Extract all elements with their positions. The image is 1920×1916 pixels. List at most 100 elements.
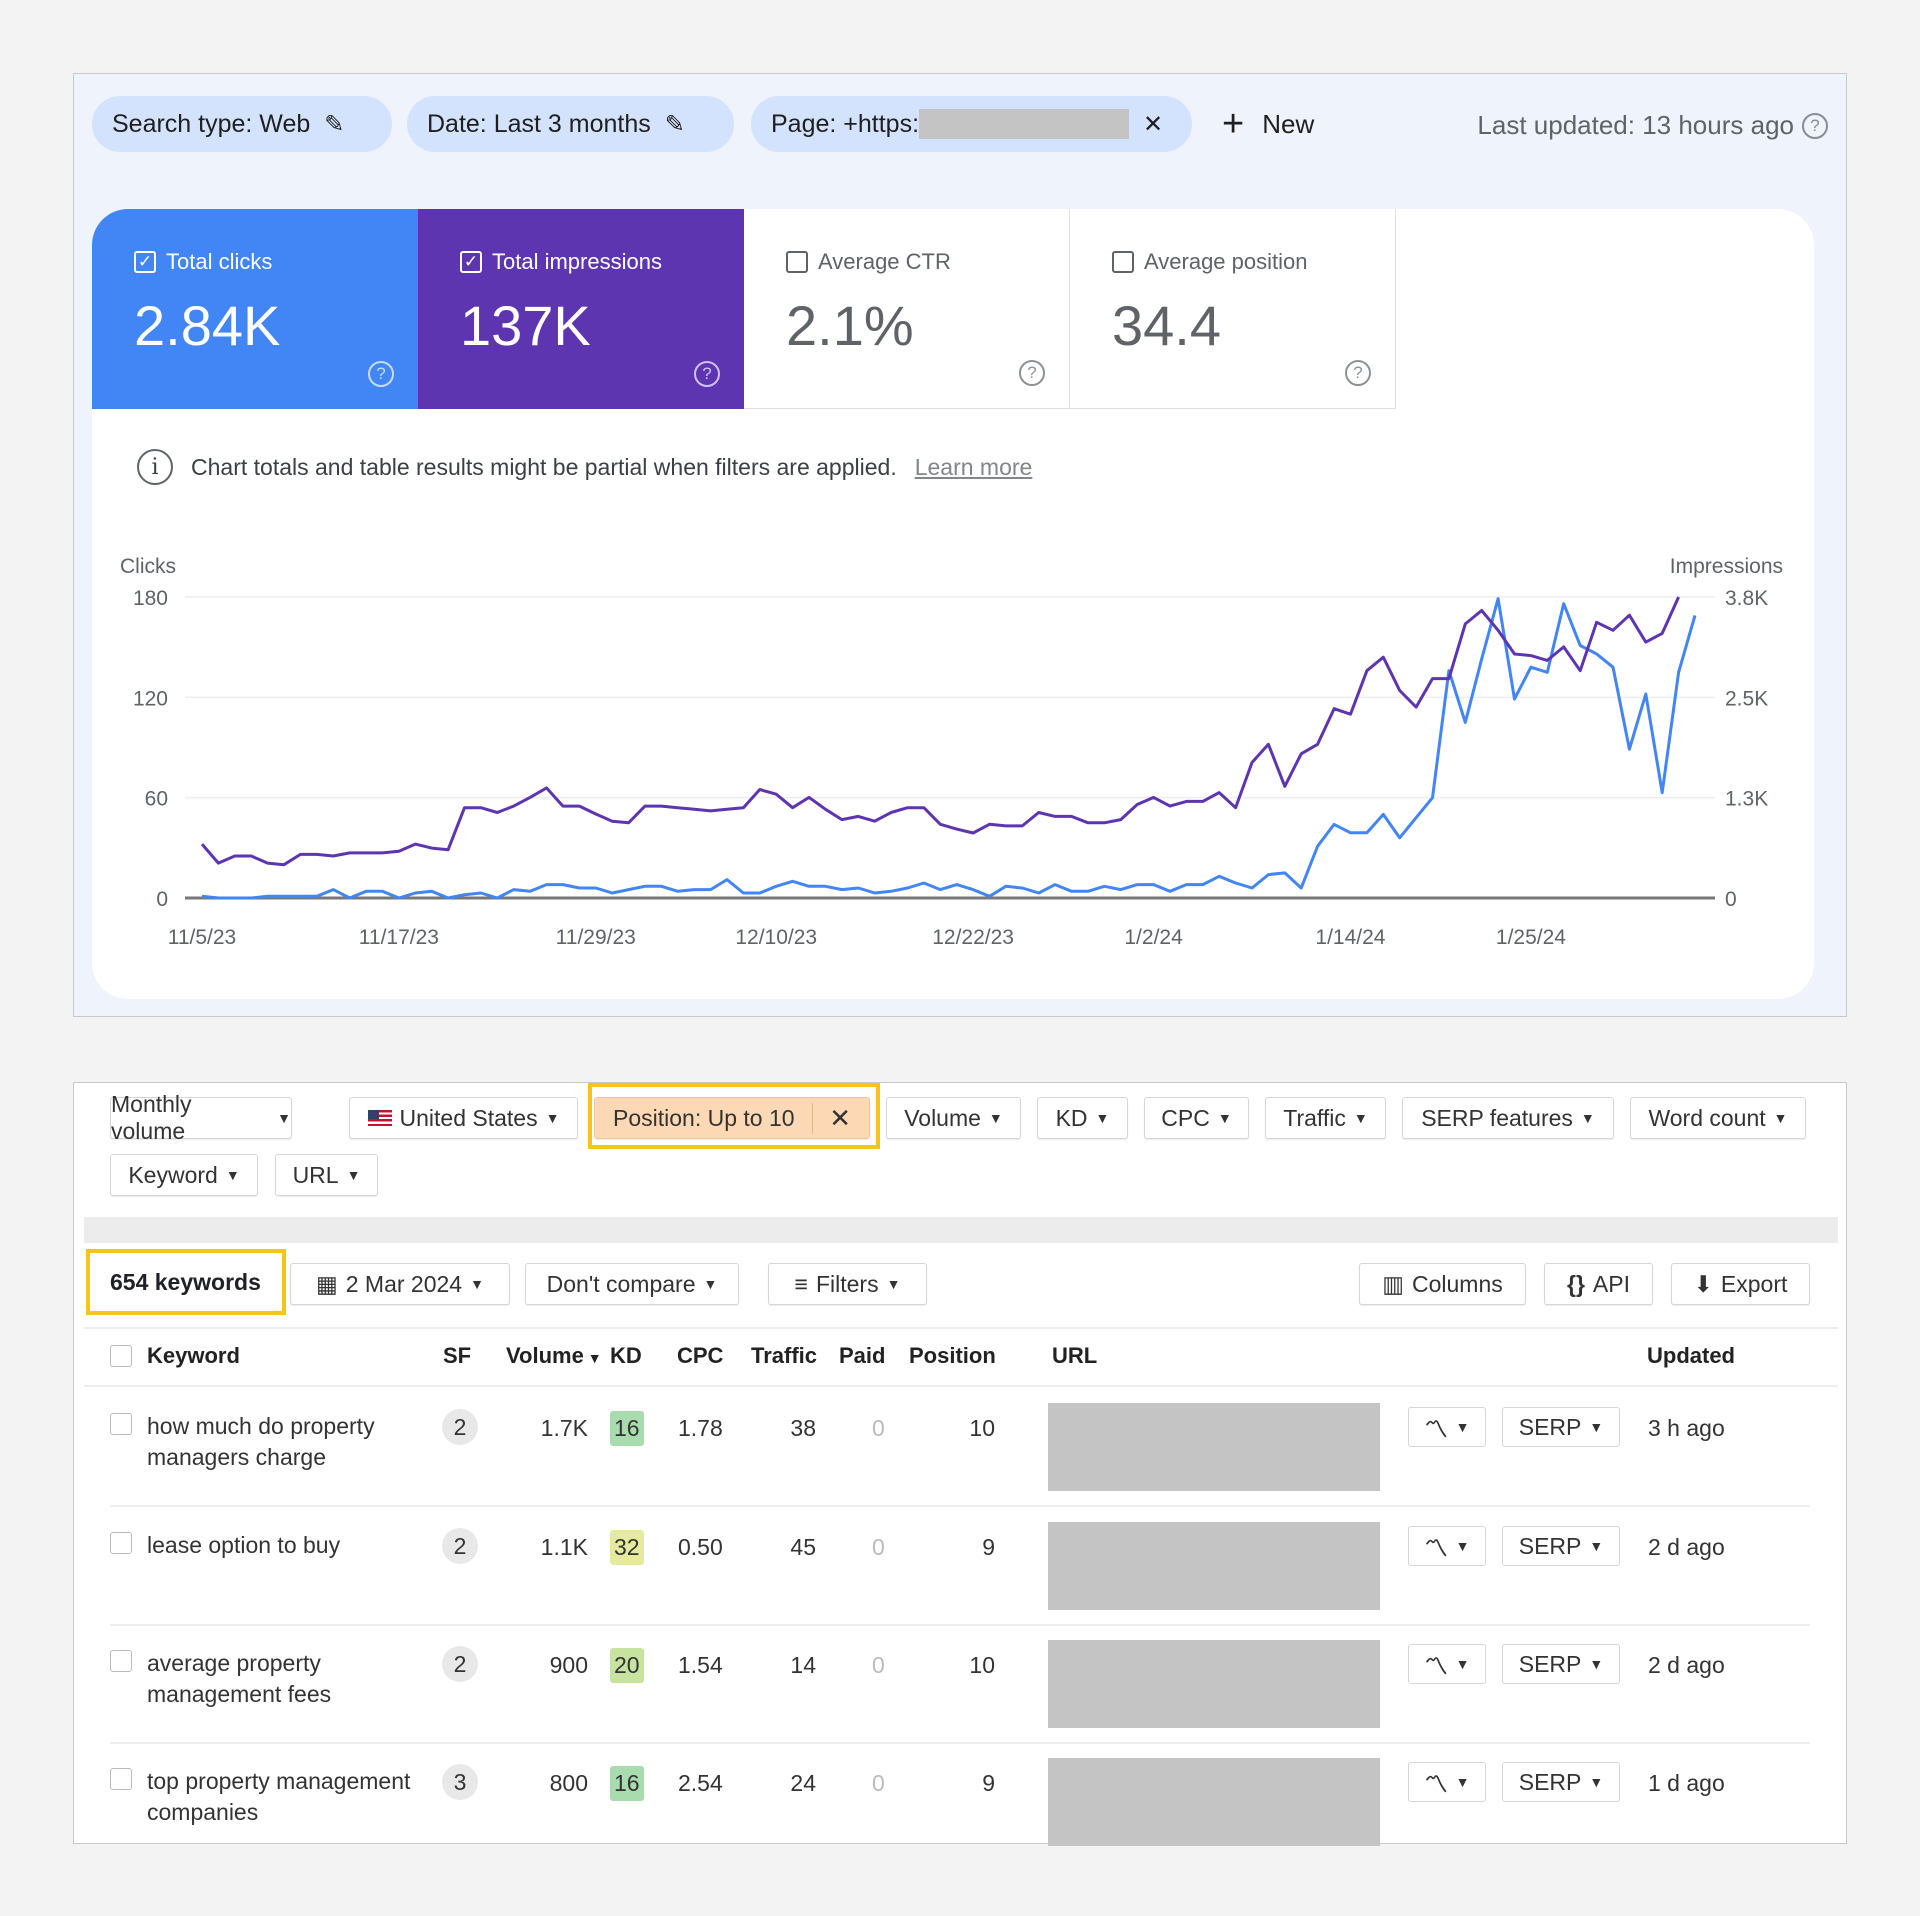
position-value: 10	[969, 1652, 995, 1678]
row-checkbox[interactable]	[110, 1532, 132, 1554]
serp-dropdown[interactable]: SERP ▼	[1502, 1407, 1620, 1447]
close-icon[interactable]: ✕	[812, 1102, 851, 1134]
help-icon[interactable]: ?	[1345, 360, 1371, 386]
filter-dropdown[interactable]: Word count ▼	[1630, 1097, 1806, 1139]
caret-down-icon: ▼	[470, 1276, 484, 1292]
row-divider	[110, 1742, 1810, 1744]
filter-dropdown[interactable]: SERP features ▼	[1402, 1097, 1614, 1139]
serp-label: SERP	[1518, 1768, 1582, 1795]
date-chip[interactable]: Date: Last 3 months ✎	[407, 96, 734, 152]
filter-position[interactable]: Position: Up to 10 ✕	[594, 1097, 870, 1139]
checkbox-icon[interactable]	[786, 251, 808, 273]
keyword-link[interactable]: how much do property managers charge	[147, 1413, 375, 1470]
row-checkbox[interactable]	[110, 1768, 132, 1790]
caret-down-icon: ▼	[1455, 1538, 1470, 1554]
compare-dropdown[interactable]: Don't compare ▼	[525, 1263, 739, 1305]
serp-dropdown[interactable]: SERP ▼	[1502, 1644, 1620, 1684]
keyword-link[interactable]: lease option to buy	[147, 1532, 341, 1558]
filter-dropdown[interactable]: Keyword ▼	[110, 1154, 258, 1196]
checkbox-icon[interactable]	[1112, 251, 1134, 273]
pencil-icon[interactable]: ✎	[664, 110, 685, 138]
highlight-box	[588, 1083, 880, 1149]
filter-label: CPC	[1161, 1104, 1210, 1131]
filter-dropdown[interactable]: CPC ▼	[1144, 1097, 1249, 1139]
header-paid[interactable]: Paid	[839, 1343, 886, 1368]
header-url[interactable]: URL	[1052, 1343, 1098, 1368]
filter-dropdown[interactable]: Monthly volume ▼	[110, 1091, 292, 1144]
header-position[interactable]: Position	[909, 1343, 996, 1368]
sf-count[interactable]: 2	[442, 1646, 478, 1682]
filter-dropdown[interactable]: Volume ▼	[886, 1097, 1021, 1139]
sf-count[interactable]: 2	[442, 1528, 478, 1564]
help-icon[interactable]: ?	[368, 361, 394, 387]
filter-dropdown[interactable]: URL ▼	[275, 1154, 378, 1196]
metric-tile-position[interactable]: Average position 34.4 ?	[1070, 209, 1396, 409]
header-kd[interactable]: KD	[610, 1343, 642, 1368]
filter-label: URL	[292, 1161, 339, 1188]
plus-icon: +	[1222, 102, 1245, 145]
metric-tile-ctr[interactable]: Average CTR 2.1% ?	[744, 209, 1070, 409]
serp-dropdown[interactable]: SERP ▼	[1502, 1762, 1620, 1802]
info-icon: i	[137, 449, 173, 485]
caret-down-icon: ▼	[1589, 1538, 1604, 1554]
close-icon[interactable]: ✕	[1143, 110, 1164, 138]
filter-dropdown[interactable]: United States ▼	[349, 1097, 578, 1139]
keyword-link[interactable]: average property management fees	[147, 1650, 332, 1707]
caret-down-icon: ▼	[703, 1276, 718, 1292]
api-button[interactable]: {} API	[1544, 1263, 1653, 1305]
search-type-chip[interactable]: Search type: Web ✎	[92, 96, 392, 152]
date-picker[interactable]: ▦ 2 Mar 2024 ▼	[290, 1263, 510, 1305]
learn-more-link[interactable]: Learn more	[914, 453, 1033, 480]
keyword-link[interactable]: top property management companies	[147, 1768, 411, 1825]
trend-dropdown[interactable]: 〽 ▼	[1408, 1762, 1486, 1802]
caret-down-icon: ▼	[346, 1167, 361, 1183]
trend-dropdown[interactable]: 〽 ▼	[1408, 1407, 1486, 1447]
serp-dropdown[interactable]: SERP ▼	[1502, 1526, 1620, 1566]
help-icon[interactable]: ?	[694, 361, 720, 387]
trend-dropdown[interactable]: 〽 ▼	[1408, 1526, 1486, 1566]
header-cpc[interactable]: CPC	[677, 1343, 724, 1368]
help-icon[interactable]: ?	[1802, 112, 1828, 139]
header-sf[interactable]: SF	[443, 1343, 472, 1368]
row-divider	[110, 1505, 1810, 1507]
metric-tile-clicks[interactable]: ✓ Total clicks 2.84K ?	[92, 209, 418, 409]
cpc-value: 1.78	[678, 1415, 723, 1441]
filter-label: Monthly volume	[111, 1091, 192, 1144]
traffic-value: 24	[790, 1770, 816, 1796]
select-all-checkbox[interactable]	[110, 1345, 132, 1367]
kd-badge: 20	[610, 1648, 644, 1683]
position-value: 9	[982, 1770, 995, 1796]
row-checkbox[interactable]	[110, 1413, 132, 1435]
new-filter-button[interactable]: + New	[1222, 96, 1314, 152]
sf-count[interactable]: 3	[442, 1764, 478, 1800]
divider	[84, 1217, 1838, 1243]
updated-value: 3 h ago	[1648, 1415, 1725, 1441]
header-keyword[interactable]: Keyword	[147, 1343, 240, 1368]
export-button[interactable]: ⬇ Export	[1671, 1263, 1810, 1305]
checkbox-checked-icon[interactable]: ✓	[460, 251, 482, 273]
sf-count[interactable]: 2	[442, 1409, 478, 1445]
caret-down-icon: ▼	[886, 1276, 901, 1292]
filter-label: Keyword	[128, 1161, 218, 1188]
metric-tile-impressions[interactable]: ✓ Total impressions 137K ?	[418, 209, 744, 409]
header-traffic[interactable]: Traffic	[751, 1343, 818, 1368]
trend-dropdown[interactable]: 〽 ▼	[1408, 1644, 1486, 1684]
help-icon[interactable]: ?	[1019, 360, 1045, 386]
checkbox-checked-icon[interactable]: ✓	[134, 251, 156, 273]
row-checkbox[interactable]	[110, 1650, 132, 1672]
columns-button[interactable]: ▥ Columns	[1359, 1263, 1526, 1305]
page-chip[interactable]: Page: +https: ✕	[751, 96, 1192, 152]
keywords-panel: Monthly volume ▼ United States ▼ Position: U…	[73, 1082, 1847, 1846]
filter-dropdown[interactable]: KD ▼	[1037, 1097, 1128, 1139]
filter-dropdown[interactable]: Traffic ▼	[1265, 1097, 1386, 1139]
sort-desc-icon: ▼	[583, 1350, 602, 1366]
header-updated[interactable]: Updated	[1647, 1343, 1735, 1368]
header-volume[interactable]: Volume ▼	[506, 1343, 602, 1369]
pencil-icon[interactable]: ✎	[324, 110, 345, 138]
caret-down-icon: ▼	[1095, 1110, 1110, 1126]
volume-value: 800	[549, 1770, 588, 1796]
caret-down-icon: ▼	[277, 1110, 291, 1126]
filters-button[interactable]: ≡ Filters ▼	[768, 1263, 927, 1305]
search-console-panel: Search type: Web ✎ Date: Last 3 months ✎ P…	[73, 73, 1847, 1017]
metric-value: 2.84K	[134, 294, 281, 357]
